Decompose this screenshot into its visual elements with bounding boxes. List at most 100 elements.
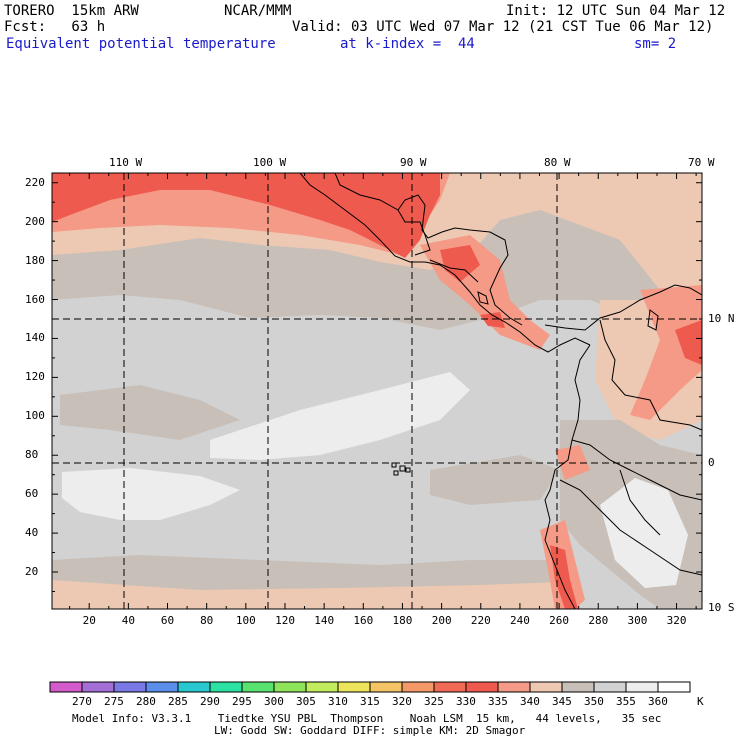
x-tick-label: 120 bbox=[275, 614, 295, 627]
lat-label-0: 0 bbox=[708, 456, 715, 469]
colorbar-swatch bbox=[497, 681, 531, 693]
coast-mexico-pacific bbox=[299, 173, 591, 353]
border-colombia-venezuela bbox=[599, 319, 702, 431]
x-tick-label: 220 bbox=[470, 614, 491, 627]
border-colombia-ecuador bbox=[571, 439, 702, 501]
colorbar-swatch bbox=[433, 681, 467, 693]
y-tick-label: 160 bbox=[25, 292, 45, 306]
x-tick-label: 300 bbox=[627, 614, 648, 627]
coast-sa-pacific bbox=[544, 344, 591, 609]
colorbar-level-label: 305 bbox=[296, 695, 316, 708]
colorbar-level-label: 300 bbox=[264, 695, 284, 708]
shade-335-mexico bbox=[52, 173, 440, 258]
galapagos-islands bbox=[391, 462, 411, 476]
colorbar-swatch bbox=[305, 681, 339, 693]
x-tick-label: 280 bbox=[588, 614, 609, 627]
smoothing: sm= 2 bbox=[634, 36, 677, 52]
colorbar-swatch bbox=[625, 681, 659, 693]
colorbar-level-label: 270 bbox=[72, 695, 92, 708]
x-tick-label: 160 bbox=[353, 614, 374, 627]
y-tick-label: 80 bbox=[25, 448, 39, 462]
colorbar-swatch bbox=[241, 681, 275, 693]
shade-360-west bbox=[62, 468, 240, 520]
valid-time: Valid: 03 UTC Wed 07 Mar 12 (21 CST Tue … bbox=[292, 19, 714, 35]
frame-ticks bbox=[52, 173, 702, 609]
lon-label-80w: 80 W bbox=[544, 156, 571, 169]
lon-label-110w: 110 W bbox=[109, 156, 143, 169]
x-tick-label: 140 bbox=[314, 614, 335, 627]
shade-335-venezuela bbox=[675, 320, 702, 365]
colorbar-level-label: 320 bbox=[392, 695, 412, 708]
x-tick-label: 320 bbox=[666, 614, 687, 627]
coast-gulf-mexico bbox=[334, 173, 523, 326]
colorbar-level-label: 360 bbox=[648, 695, 668, 708]
colorbar-swatch bbox=[273, 681, 307, 693]
coast-caribbean-sa bbox=[544, 284, 702, 331]
colorbar-level-label: 285 bbox=[168, 695, 188, 708]
model-info-line1: Model Info: V3.3.1 Tiedtke YSU PBL Thomp… bbox=[72, 712, 662, 725]
border-guatemala bbox=[397, 209, 431, 256]
latlon-grid bbox=[52, 173, 702, 609]
y-tick-label: 120 bbox=[25, 370, 45, 384]
border-ecuador-peru bbox=[559, 479, 702, 576]
level-index: at k-index = 44 bbox=[340, 36, 475, 52]
colorbar-swatch bbox=[561, 681, 595, 693]
lake-nicaragua bbox=[477, 291, 489, 305]
colorbar-level-label: 310 bbox=[328, 695, 348, 708]
colorbar-level-label: 350 bbox=[584, 695, 604, 708]
x-tick-label: 180 bbox=[392, 614, 413, 627]
shade-360-central bbox=[210, 372, 470, 460]
y-tick-label: 180 bbox=[25, 253, 45, 267]
x-tick-label: 40 bbox=[121, 614, 135, 627]
colorbar-swatch bbox=[401, 681, 435, 693]
colorbar-swatch bbox=[81, 681, 115, 693]
map-area bbox=[52, 173, 702, 609]
y-tick-label: 60 bbox=[25, 487, 39, 501]
y-tick-label: 20 bbox=[25, 565, 39, 579]
shade-350-mid-patch bbox=[60, 385, 240, 440]
colorbar-level-label: 290 bbox=[200, 695, 220, 708]
colorbar-swatch bbox=[657, 681, 691, 693]
lake-maracaibo bbox=[647, 309, 659, 331]
lon-label-90w: 90 W bbox=[400, 156, 427, 169]
model-info-line2: LW: Godd SW: Goddard DIFF: simple KM: 2D… bbox=[214, 724, 526, 737]
colorbar-unit: K bbox=[697, 695, 704, 708]
lat-label-10n: 10 N bbox=[708, 312, 735, 325]
colorbar-swatch bbox=[465, 681, 499, 693]
y-tick-label: 40 bbox=[25, 526, 39, 540]
colorbar-swatch bbox=[177, 681, 211, 693]
colorbar-level-label: 355 bbox=[616, 695, 636, 708]
colorbar-level-label: 325 bbox=[424, 695, 444, 708]
x-tick-label: 20 bbox=[82, 614, 96, 627]
x-tick-label: 200 bbox=[431, 614, 452, 627]
colorbar-level-label: 315 bbox=[360, 695, 380, 708]
model-name: TORERO 15km ARW bbox=[4, 3, 139, 19]
init-time: Init: 12 UTC Sun 04 Mar 12 bbox=[506, 3, 726, 19]
shade-345-southwest bbox=[52, 580, 560, 609]
colorbar-swatch bbox=[593, 681, 627, 693]
colorbar-swatch bbox=[209, 681, 243, 693]
colorbar-level-label: 340 bbox=[520, 695, 540, 708]
colorbar-swatch bbox=[145, 681, 179, 693]
shade-335-honduras bbox=[440, 245, 480, 282]
lon-label-70w: 70 W bbox=[688, 156, 715, 169]
colorbar-level-label: 335 bbox=[488, 695, 508, 708]
lon-label-100w: 100 W bbox=[253, 156, 287, 169]
x-tick-label: 80 bbox=[200, 614, 214, 627]
x-tick-label: 100 bbox=[235, 614, 256, 627]
x-tick-label: 240 bbox=[510, 614, 530, 627]
coastlines bbox=[299, 173, 702, 609]
forecast-hour: Fcst: 63 h bbox=[4, 19, 106, 35]
colorbar-swatch bbox=[529, 681, 563, 693]
center-name: NCAR/MMM bbox=[224, 3, 292, 19]
colorbar-level-label: 345 bbox=[552, 695, 572, 708]
colorbar-swatch bbox=[49, 681, 83, 693]
lat-label-10s: 10 S bbox=[708, 601, 735, 614]
y-tick-label: 100 bbox=[25, 409, 45, 423]
colorbar-swatch bbox=[369, 681, 403, 693]
field-name: Equivalent potential temperature bbox=[6, 36, 276, 52]
colorbar-swatch bbox=[337, 681, 371, 693]
colorbar-swatch bbox=[113, 681, 147, 693]
shade-350-east-patch bbox=[430, 455, 560, 505]
